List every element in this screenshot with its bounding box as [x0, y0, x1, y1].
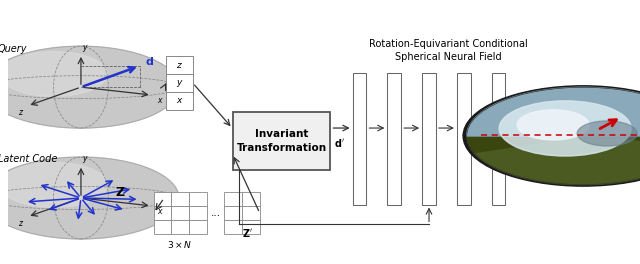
Text: $\mathbf{d}$: $\mathbf{d}$ — [145, 55, 154, 67]
Wedge shape — [470, 136, 640, 185]
Bar — [422, 73, 436, 205]
Text: $\mathbf{Z}'$: $\mathbf{Z}'$ — [242, 227, 253, 239]
Bar — [172, 220, 189, 234]
Wedge shape — [467, 136, 583, 153]
Bar — [225, 206, 242, 220]
Bar — [225, 220, 242, 234]
Text: z: z — [19, 108, 22, 117]
Bar — [189, 192, 207, 206]
Bar — [457, 73, 470, 205]
Text: ...: ... — [211, 208, 221, 218]
Circle shape — [577, 121, 637, 146]
Text: Query: Query — [0, 44, 28, 54]
Circle shape — [0, 157, 179, 239]
Circle shape — [0, 162, 108, 208]
Bar — [242, 206, 260, 220]
Bar — [154, 220, 172, 234]
Text: y: y — [82, 154, 86, 163]
Bar — [154, 206, 172, 220]
Wedge shape — [583, 136, 640, 144]
Text: Invariant
Transformation: Invariant Transformation — [236, 129, 326, 153]
Text: z: z — [19, 219, 22, 228]
Text: $z$: $z$ — [176, 61, 183, 70]
Circle shape — [463, 86, 640, 186]
Bar — [166, 56, 193, 74]
Bar — [189, 206, 207, 220]
Bar — [189, 220, 207, 234]
Circle shape — [0, 51, 108, 97]
Circle shape — [517, 110, 589, 140]
Text: x: x — [157, 96, 161, 105]
Bar — [492, 73, 506, 205]
Bar — [172, 192, 189, 206]
Bar — [353, 73, 367, 205]
Text: $\mathbf{C}$: $\mathbf{C}$ — [536, 121, 547, 135]
Bar — [242, 192, 260, 206]
Text: x: x — [157, 207, 161, 216]
Text: $x$: $x$ — [175, 96, 183, 105]
Bar — [225, 192, 242, 206]
Text: $3 \times N$: $3 \times N$ — [168, 239, 193, 250]
Bar — [172, 206, 189, 220]
Circle shape — [499, 101, 631, 156]
Text: $y$: $y$ — [175, 78, 183, 88]
Wedge shape — [467, 87, 640, 136]
Text: y: y — [82, 43, 86, 52]
Bar — [166, 92, 193, 110]
Text: $\mathbf{Z}$: $\mathbf{Z}$ — [115, 186, 125, 199]
Bar — [166, 74, 193, 92]
Bar — [242, 220, 260, 234]
Circle shape — [0, 46, 179, 128]
Text: Latent Code: Latent Code — [0, 154, 57, 164]
Text: Rotation-Equivariant Conditional
Spherical Neural Field: Rotation-Equivariant Conditional Spheric… — [369, 39, 527, 62]
Text: $\mathbf{d}'$: $\mathbf{d}'$ — [334, 137, 345, 149]
Bar — [232, 112, 330, 170]
Bar — [154, 192, 172, 206]
Bar — [387, 73, 401, 205]
